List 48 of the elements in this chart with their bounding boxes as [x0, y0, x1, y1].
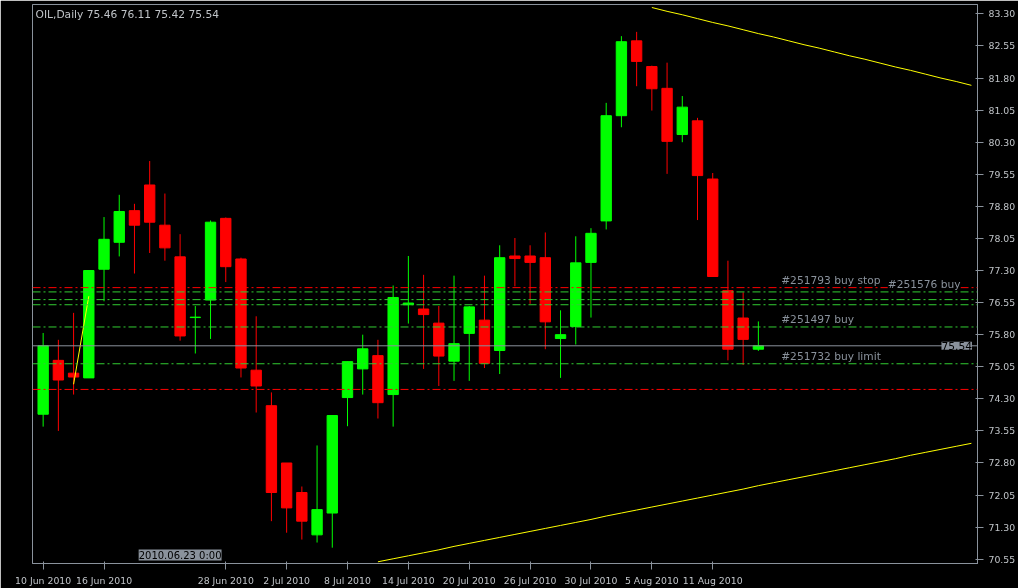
y-tick-label: 83.30 [988, 8, 1016, 20]
candlestick [159, 193, 171, 262]
x-tick-label: 20 Jul 2010 [442, 574, 496, 586]
chart-title: OIL,Daily 75.46 76.11 75.42 75.54 [35, 7, 220, 21]
line-series [651, 6, 972, 86]
y-tick-label: 78.80 [988, 200, 1016, 212]
candlestick [752, 320, 765, 352]
candlestick [448, 275, 460, 382]
candlestick [128, 203, 141, 275]
y-tick-label: 77.30 [988, 265, 1016, 277]
y-tick-label: 72.05 [988, 489, 1016, 501]
ref-line-label: #251793 buy stop [781, 273, 881, 287]
ref-line-label: #251576 buy [887, 277, 961, 291]
candlestick [646, 65, 658, 112]
x-tick-label: 5 Aug 2010 [624, 574, 679, 586]
annotation: 2010.06.23 0:00 [138, 549, 222, 561]
y-tick-label: 73.55 [988, 425, 1016, 437]
x-tick-label: 14 Jul 2010 [381, 574, 435, 586]
x-tick-label: 2 Jul 2010 [263, 574, 311, 586]
y-tick-label: 80.30 [988, 136, 1016, 148]
x-tick-label: 26 Jul 2010 [503, 574, 557, 586]
y-tick-label: 82.55 [988, 40, 1016, 52]
y-tick-label: 75.05 [988, 361, 1016, 373]
y-tick-label: 79.55 [988, 168, 1016, 180]
y-tick-label: 81.05 [988, 104, 1016, 116]
y-tick-label: 72.80 [988, 457, 1016, 469]
y-tick-label: 76.55 [988, 297, 1016, 309]
candlestick [189, 305, 201, 354]
x-tick-label: 16 Jun 2010 [75, 574, 133, 586]
candlestick [630, 31, 643, 87]
candlestick [737, 291, 749, 366]
candlestick [357, 334, 369, 396]
x-tick-label: 10 Jun 2010 [15, 574, 72, 586]
y-tick-label: 74.30 [988, 393, 1016, 405]
x-tick-label: 8 Jul 2010 [324, 574, 371, 586]
x-tick-label: 11 Aug 2010 [682, 574, 743, 586]
line-series [377, 442, 972, 563]
y-tick-label: 71.30 [988, 521, 1016, 533]
candlestick [554, 309, 567, 379]
y-tick-label: 75.80 [988, 329, 1016, 341]
y-tick-label: 81.80 [988, 72, 1016, 84]
ref-line-label: #251732 buy limit [781, 349, 881, 363]
ref-line-label: #251497 buy [781, 312, 855, 326]
y-tick-label: 78.05 [988, 232, 1016, 244]
y-tick-label: 70.55 [988, 553, 1016, 565]
x-tick-label: 28 Jun 2010 [197, 574, 254, 586]
ref-line-label: 75.54 [941, 339, 973, 353]
x-tick-label: 30 Jul 2010 [564, 574, 618, 586]
